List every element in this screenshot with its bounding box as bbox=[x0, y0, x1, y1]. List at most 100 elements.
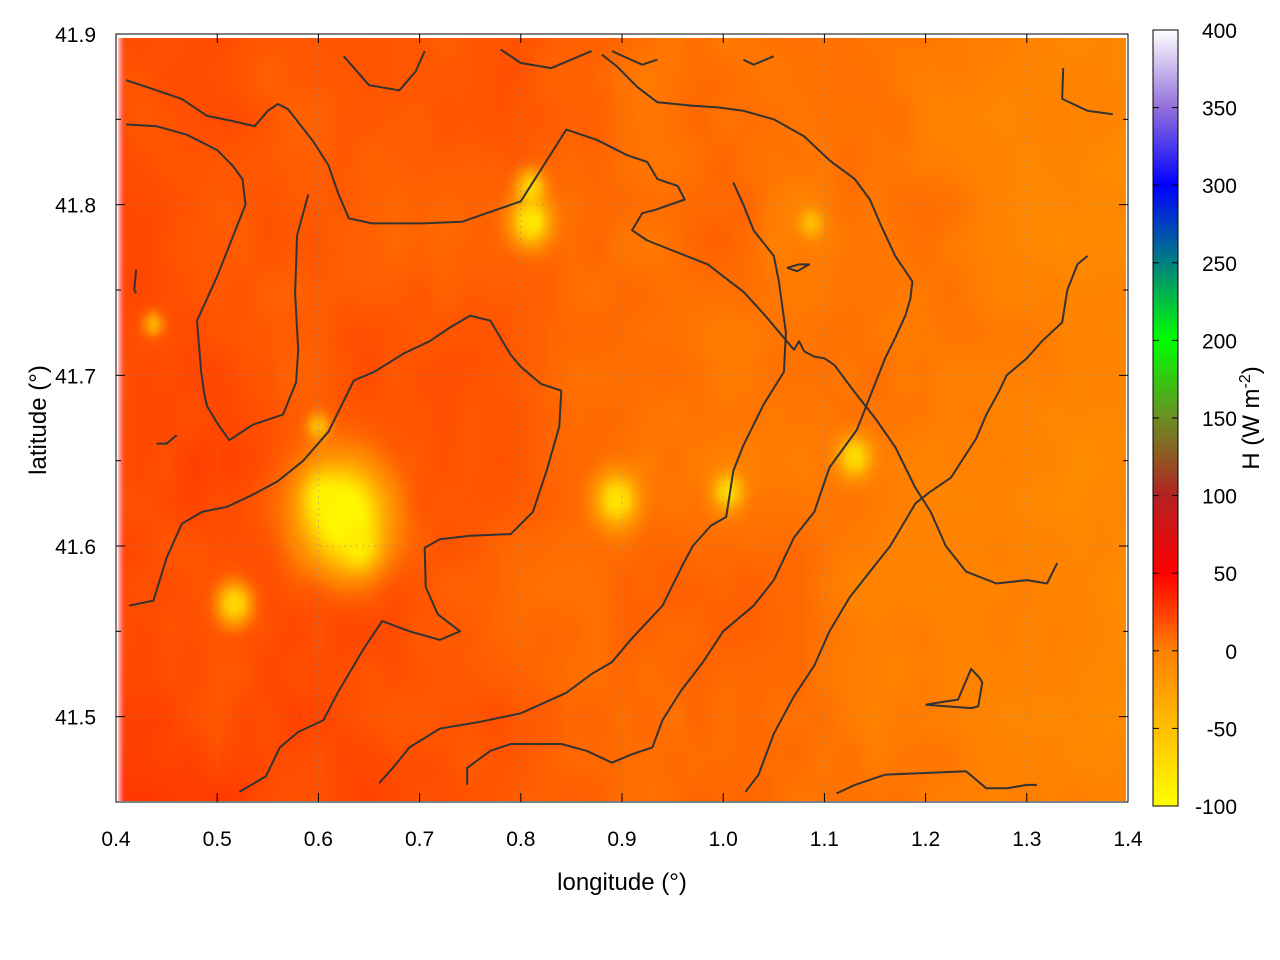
heatmap-cell bbox=[262, 62, 271, 71]
heatmap-cell bbox=[918, 102, 927, 111]
heatmap-cell bbox=[1022, 222, 1031, 231]
heatmap-cell bbox=[230, 86, 239, 95]
heatmap-cell bbox=[686, 78, 695, 87]
heatmap-cell bbox=[526, 214, 535, 223]
heatmap-cell bbox=[694, 190, 703, 199]
heatmap-cell bbox=[206, 102, 215, 111]
heatmap-cell bbox=[638, 270, 647, 279]
heatmap-cell bbox=[886, 254, 895, 263]
heatmap-cell bbox=[158, 118, 167, 127]
heatmap-cell bbox=[1102, 126, 1111, 135]
heatmap-cell bbox=[1030, 118, 1039, 127]
heatmap-cell bbox=[542, 126, 551, 135]
heatmap-cell bbox=[414, 278, 423, 287]
heatmap-cell bbox=[438, 174, 447, 183]
heatmap-cell bbox=[990, 302, 999, 311]
heatmap-cell bbox=[1110, 198, 1119, 207]
heatmap-cell bbox=[214, 174, 223, 183]
heatmap-cell bbox=[190, 190, 199, 199]
heatmap-cell bbox=[566, 150, 575, 159]
heatmap-cell bbox=[1046, 302, 1055, 311]
heatmap-cell bbox=[278, 302, 287, 311]
heatmap-cell bbox=[766, 222, 775, 231]
heatmap-cell bbox=[158, 254, 167, 263]
heatmap-cell bbox=[790, 110, 799, 119]
heatmap-cell bbox=[166, 222, 175, 231]
heatmap-cell bbox=[446, 246, 455, 255]
heatmap-cell bbox=[1014, 326, 1023, 335]
heatmap-cell bbox=[214, 102, 223, 111]
heatmap-cell bbox=[606, 294, 615, 303]
heatmap-cell bbox=[1078, 118, 1087, 127]
heatmap-cell bbox=[854, 134, 863, 143]
heatmap-cell bbox=[502, 190, 511, 199]
heatmap-cell bbox=[118, 318, 127, 327]
heatmap-cell bbox=[1070, 174, 1079, 183]
heatmap-cell bbox=[1054, 206, 1063, 215]
heatmap-cell bbox=[742, 278, 751, 287]
heatmap-cell bbox=[646, 110, 655, 119]
heatmap-cell bbox=[182, 222, 191, 231]
heatmap-cell bbox=[950, 238, 959, 247]
heatmap-cell bbox=[374, 182, 383, 191]
heatmap-cell bbox=[854, 70, 863, 79]
heatmap-cell bbox=[966, 118, 975, 127]
heatmap-cell bbox=[126, 70, 135, 79]
heatmap-cell bbox=[398, 70, 407, 79]
heatmap-cell bbox=[614, 46, 623, 55]
heatmap-cell bbox=[782, 142, 791, 151]
heatmap-cell bbox=[310, 334, 319, 343]
heatmap-cell bbox=[870, 158, 879, 167]
heatmap-cell bbox=[278, 190, 287, 199]
heatmap-cell bbox=[406, 254, 415, 263]
heatmap-cell bbox=[278, 166, 287, 175]
heatmap-cell bbox=[518, 334, 527, 343]
heatmap-cell bbox=[1110, 270, 1119, 279]
heatmap-cell bbox=[254, 302, 263, 311]
heatmap-cell bbox=[990, 214, 999, 223]
heatmap-cell bbox=[358, 326, 367, 335]
heatmap-cell bbox=[814, 286, 823, 295]
heatmap-cell bbox=[822, 318, 831, 327]
heatmap-cell bbox=[1126, 294, 1135, 303]
heatmap-cell bbox=[150, 142, 159, 151]
heatmap-cell bbox=[790, 142, 799, 151]
heatmap-cell bbox=[862, 318, 871, 327]
heatmap-cell bbox=[326, 214, 335, 223]
heatmap-cell bbox=[566, 334, 575, 343]
heatmap-cell bbox=[142, 38, 151, 47]
heatmap-cell bbox=[526, 62, 535, 71]
heatmap-cell bbox=[694, 318, 703, 327]
heatmap-cell bbox=[358, 182, 367, 191]
heatmap-cell bbox=[662, 278, 671, 287]
heatmap-cell bbox=[182, 150, 191, 159]
heatmap-cell bbox=[662, 158, 671, 167]
heatmap-cell bbox=[806, 326, 815, 335]
heatmap-cell bbox=[502, 222, 511, 231]
heatmap-cell bbox=[1086, 174, 1095, 183]
heatmap-cell bbox=[662, 182, 671, 191]
heatmap-cell bbox=[630, 126, 639, 135]
heatmap-cell bbox=[270, 54, 279, 63]
heatmap-cell bbox=[166, 206, 175, 215]
heatmap-cell bbox=[950, 286, 959, 295]
heatmap-cell bbox=[1030, 142, 1039, 151]
heatmap-cell bbox=[190, 230, 199, 239]
heatmap-cell bbox=[614, 318, 623, 327]
heatmap-cell bbox=[1062, 110, 1071, 119]
heatmap-cell bbox=[798, 326, 807, 335]
heatmap-cell bbox=[174, 102, 183, 111]
heatmap-cell bbox=[566, 198, 575, 207]
heatmap-cell bbox=[374, 46, 383, 55]
heatmap-cell bbox=[262, 166, 271, 175]
heatmap-cell bbox=[646, 182, 655, 191]
heatmap-cell bbox=[822, 270, 831, 279]
heatmap-cell bbox=[1046, 150, 1055, 159]
heatmap-cell bbox=[262, 190, 271, 199]
heatmap-cell bbox=[318, 118, 327, 127]
heatmap-cell bbox=[238, 334, 247, 343]
heatmap-cell bbox=[206, 70, 215, 79]
heatmap-cell bbox=[798, 158, 807, 167]
heatmap-cell bbox=[870, 278, 879, 287]
heatmap-cell bbox=[1022, 302, 1031, 311]
